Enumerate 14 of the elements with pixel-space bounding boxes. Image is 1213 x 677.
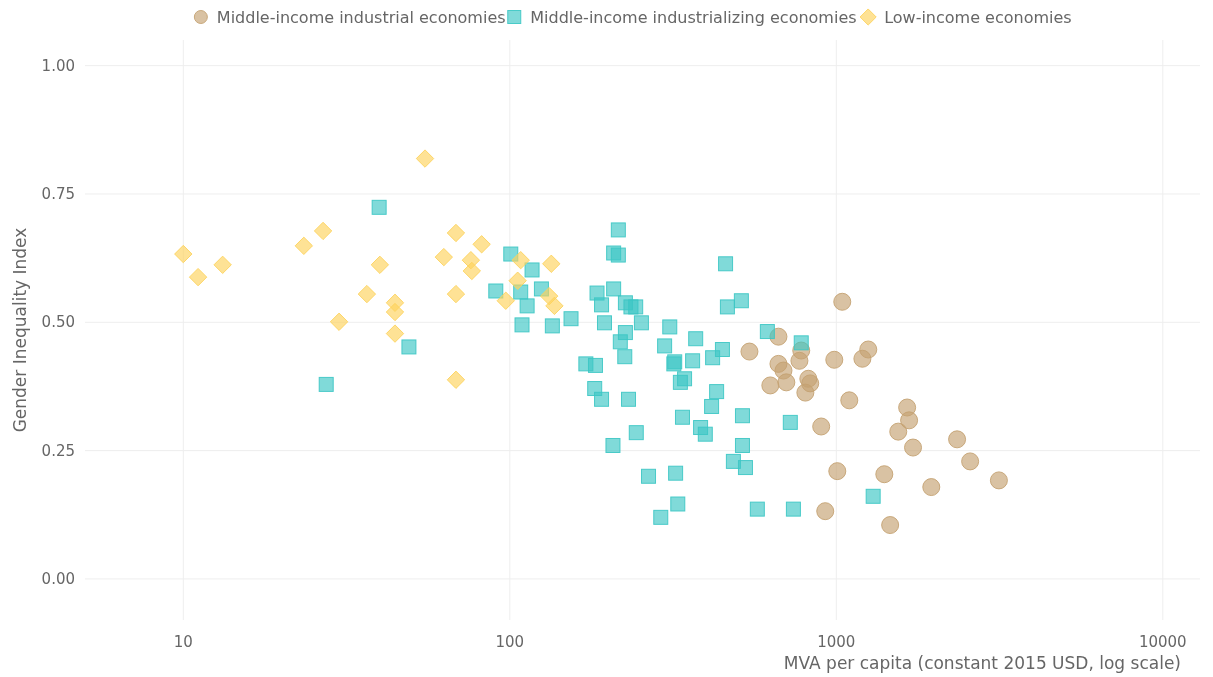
y-tick-label: 0.75 (41, 184, 75, 203)
y-tick-label: 1.00 (41, 56, 75, 75)
y-tick-label: 0.50 (41, 313, 75, 332)
legend-label: Low-income economies (884, 8, 1072, 27)
x-tick-label: 1000 (817, 633, 856, 651)
x-tick-label: 10000 (1138, 633, 1187, 651)
legend-label: Middle-income industrializing economies (530, 8, 857, 27)
x-tick-label: 10 (173, 633, 193, 651)
y-tick-label: 0.25 (41, 441, 75, 460)
y-axis-title: Gender Inequality Index (10, 227, 30, 433)
legend-label: Middle-income industrial economies (216, 8, 506, 27)
y-tick-label: 0.00 (41, 569, 75, 588)
x-axis-title: MVA per capita (constant 2015 USD, log scale) (783, 653, 1181, 673)
x-tick-label: 100 (495, 633, 525, 651)
